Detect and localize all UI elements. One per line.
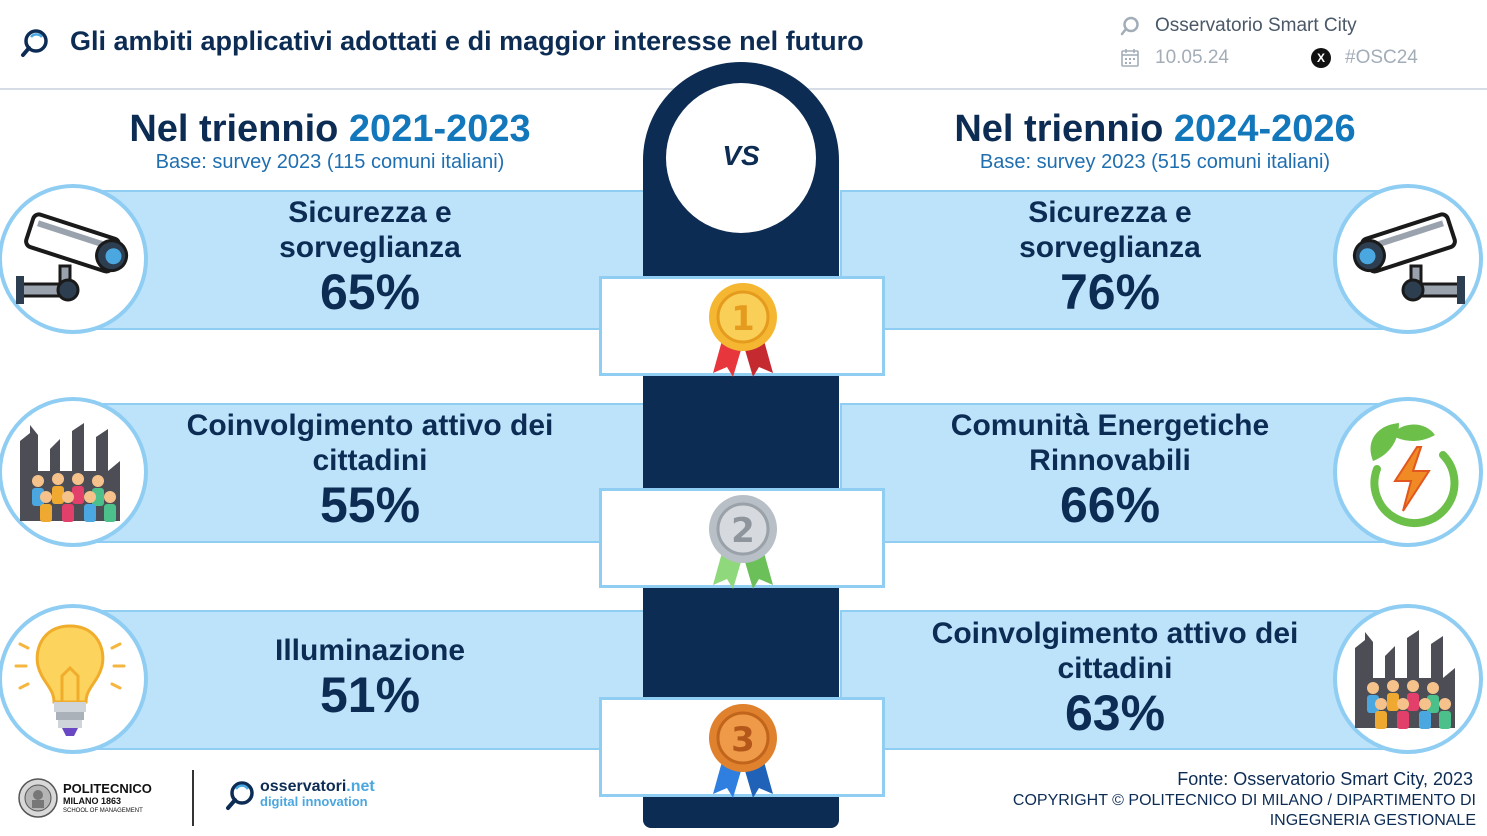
right-item-3-icon-circle (1333, 604, 1483, 754)
light-bulb-icon (14, 624, 126, 736)
left-item-3: Illuminazione 51% (120, 633, 620, 722)
left-item-3-icon-circle (0, 604, 148, 754)
right-item-3-value: 63% (1064, 685, 1166, 741)
left-item-1-value: 65% (319, 264, 421, 320)
left-item-2-icon-circle (0, 397, 148, 547)
right-item-1-band (840, 190, 1412, 330)
bronze-medal-icon: 3 (709, 704, 777, 798)
right-years: 2024-2026 (1173, 108, 1356, 150)
page-title: Gli ambiti applicativi adottati e di mag… (70, 26, 864, 56)
event-date: 10.05.24 (1155, 47, 1229, 68)
citizens-icon (1355, 630, 1455, 729)
left-column-subtitle: Base: survey 2023 (115 comuni italiani) (155, 151, 505, 173)
polimi-seal-logo (18, 778, 58, 818)
magnifier-logo-icon (21, 29, 48, 57)
right-item-1-value: 76% (1059, 264, 1161, 320)
rank-1-box: 1 (599, 276, 885, 377)
vs-label: VS (722, 140, 760, 171)
green-energy-icon (1370, 423, 1459, 528)
security-camera-icon (16, 212, 129, 304)
right-item-1-icon-circle (1333, 184, 1483, 334)
left-item-2-band (75, 403, 645, 543)
right-item-3-band (840, 610, 1412, 750)
left-item-2: Coinvolgimento attivo dei cittadini 55% (120, 408, 620, 532)
rank-3-number: 3 (731, 720, 755, 760)
right-item-2-icon-circle (1333, 397, 1483, 547)
right-item-1: Sicurezza e sorveglianza 76% (860, 195, 1360, 319)
gold-medal-icon: 1 (709, 283, 777, 377)
polimi-city: MILANO 1863 (63, 796, 122, 806)
right-item-2: Comunità Energetiche Rinnovabili 66% (860, 408, 1360, 532)
silver-medal-icon: 2 (709, 495, 777, 589)
rank-3-box: 3 (599, 697, 885, 798)
source-note: Fonte: Osservatorio Smart City, 2023 (1177, 769, 1473, 789)
left-item-3-value: 51% (319, 667, 421, 723)
right-column-title: Nel triennio 2024-2026 (954, 108, 1356, 150)
vs-circle (666, 83, 816, 233)
event-hashtag: #OSC24 (1345, 47, 1418, 68)
footer-divider (192, 770, 194, 826)
observatory-icon (1120, 16, 1139, 36)
left-item-1: Sicurezza e sorveglianza 65% (120, 195, 620, 319)
left-item-1-band (75, 190, 645, 330)
security-camera-icon (1352, 212, 1465, 304)
citizens-icon (20, 423, 120, 522)
osservatori-tagline: digital innovation (260, 794, 368, 809)
rank-1-number: 1 (731, 299, 755, 339)
right-item-2-band (840, 403, 1412, 543)
polimi-school: SCHOOL OF MANAGEMENT (63, 808, 143, 814)
left-item-3-band (75, 610, 645, 750)
x-social-icon: X (1311, 48, 1331, 68)
copyright-note: COPYRIGHT © POLITECNICO DI MILANO / DIPA… (1012, 792, 1476, 829)
right-item-2-value: 66% (1059, 477, 1161, 533)
left-column-title: Nel triennio 2021-2023 (129, 108, 531, 150)
right-item-3: Coinvolgimento attivo dei cittadini 63% (860, 616, 1370, 740)
left-item-1-icon-circle (0, 184, 148, 334)
left-item-2-value: 55% (319, 477, 421, 533)
left-years: 2021-2023 (348, 108, 531, 150)
osservatori-brand: osservatori.net (260, 778, 375, 795)
right-column-subtitle: Base: survey 2023 (515 comuni italiani) (979, 151, 1331, 173)
polimi-name: POLITECNICO (63, 781, 152, 796)
observatory-name: Osservatorio Smart City (1155, 15, 1357, 36)
osservatori-logo-icon (226, 781, 254, 810)
rank-2-box: 2 (599, 488, 885, 589)
calendar-icon (1121, 49, 1139, 67)
rank-2-number: 2 (731, 511, 755, 551)
